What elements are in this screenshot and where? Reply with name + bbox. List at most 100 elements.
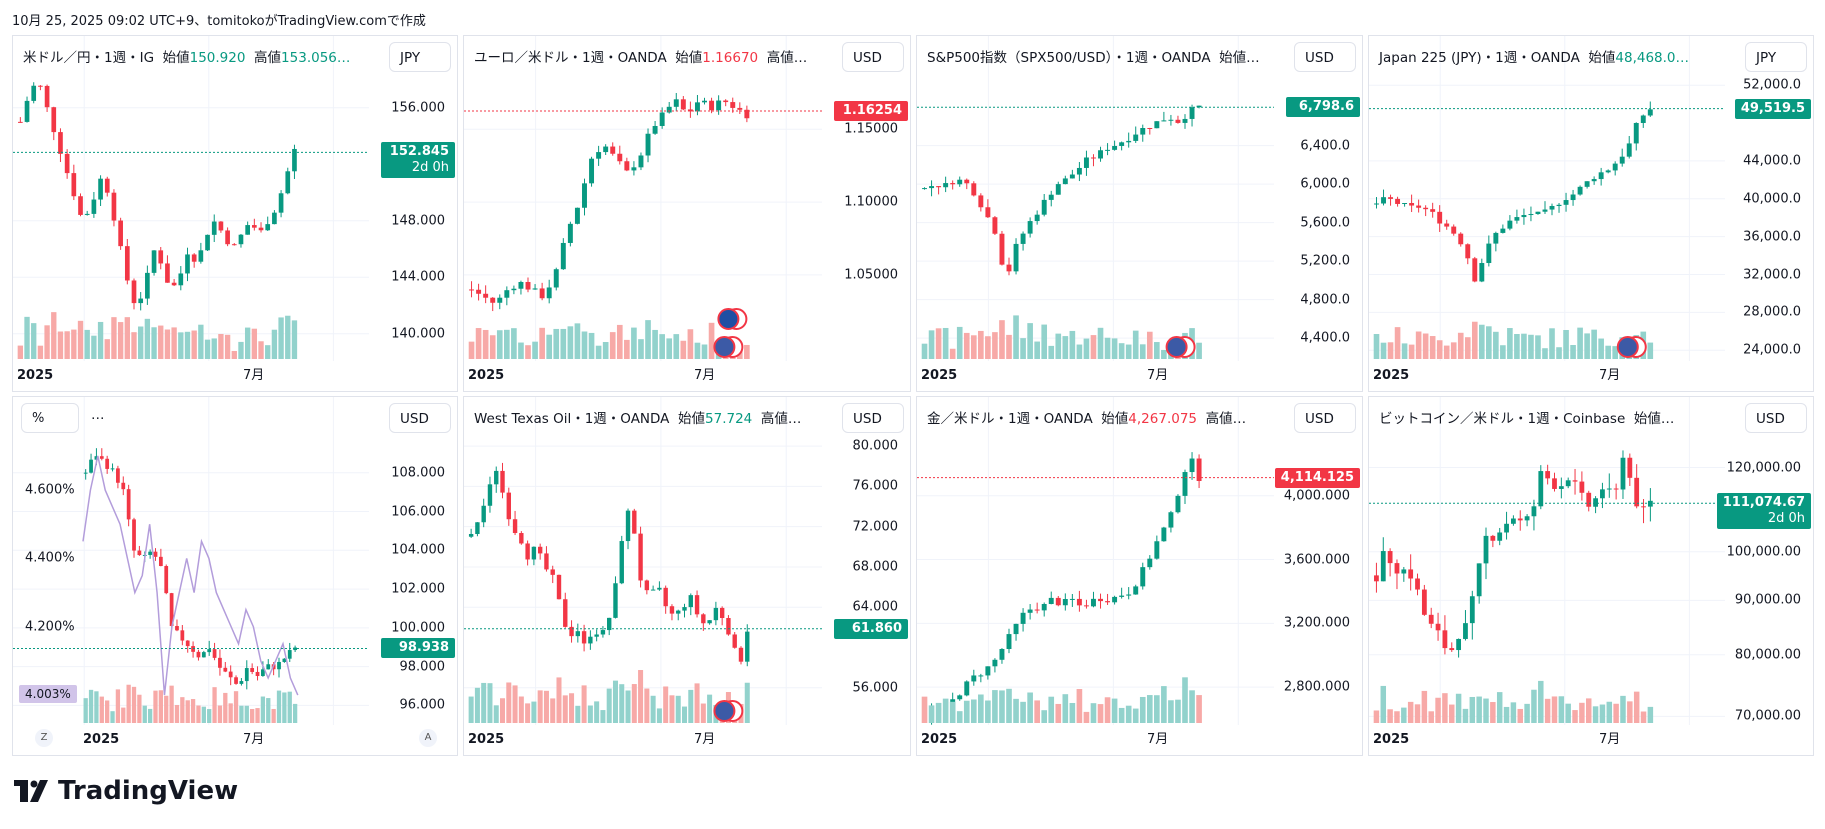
currency-button[interactable]: USD [842, 42, 904, 72]
price-axis-label: 1.10000 [844, 194, 898, 210]
chart-canvas[interactable] [917, 36, 1362, 391]
symbol-legend[interactable]: ユーロ／米ドル・1週・OANDA 始値1.16670 高値… [474, 46, 807, 66]
chart-canvas[interactable] [13, 397, 457, 755]
legend-text: 金／米ドル・1週・OANDA 始値 [927, 411, 1129, 427]
candle-body [594, 634, 599, 637]
last-price-value: 61.860 [851, 620, 902, 636]
volume-bar [1062, 694, 1069, 723]
time-axis-label: 2025 [468, 732, 505, 747]
volume-bar [1514, 334, 1520, 359]
volume-bar [278, 317, 284, 359]
candle-body [1182, 118, 1188, 123]
candle-body [525, 543, 530, 560]
symbol-legend[interactable]: 金／米ドル・1週・OANDA 始値4,267.075 高値… [927, 407, 1246, 427]
candle-body [1105, 601, 1111, 603]
volume-bar [1429, 336, 1436, 359]
volume-bar [569, 693, 575, 723]
volume-bar [1373, 710, 1380, 723]
volume-bar [949, 348, 956, 359]
chart-canvas[interactable] [464, 397, 910, 755]
candle-body [1524, 516, 1530, 521]
volume-bar [124, 317, 130, 359]
currency-button[interactable]: JPY [389, 42, 451, 72]
candle-body [922, 188, 927, 190]
candle-body [1552, 478, 1557, 489]
time-axis-label: 2025 [921, 732, 958, 747]
currency-button[interactable]: JPY [1745, 42, 1807, 72]
symbol-legend[interactable]: … [91, 407, 105, 423]
volume-bar [238, 341, 244, 359]
volume-bar [588, 332, 595, 359]
candle-body [518, 281, 524, 289]
chart-canvas[interactable] [464, 36, 910, 391]
candle-body [1600, 489, 1605, 499]
economic-event-icon[interactable] [713, 700, 744, 722]
candle-body [1613, 488, 1619, 490]
candle-body [1570, 194, 1576, 201]
candle-body [978, 195, 984, 208]
currency-button[interactable]: USD [842, 403, 904, 433]
currency-button[interactable]: USD [389, 403, 451, 433]
candle-body [650, 589, 656, 591]
economic-event-icon[interactable] [1165, 336, 1196, 358]
chart-panel[interactable]: 米ドル／円・1週・IG 始値150.920 高値153.056… JPY 156.0… [12, 35, 458, 392]
candle-body [1521, 215, 1527, 218]
currency-button[interactable]: USD [1294, 42, 1356, 72]
chart-panel[interactable]: Japan 225 (JPY)・1週・OANDA 始値48,468.0… JPY 5… [1368, 35, 1814, 392]
candle-body [1083, 605, 1089, 607]
currency-button[interactable]: USD [1745, 403, 1807, 433]
candle-body [1612, 163, 1618, 171]
symbol-legend[interactable]: West Texas Oil・1週・OANDA 始値57.724 高値… [474, 407, 801, 427]
chart-panel[interactable]: ユーロ／米ドル・1週・OANDA 始値1.16670 高値… USD 1.15000… [463, 35, 911, 392]
volume-bar [921, 343, 928, 359]
candle-body [1633, 122, 1639, 144]
candle-body [680, 99, 686, 110]
volume-bar [543, 690, 549, 723]
chart-canvas[interactable] [917, 397, 1362, 755]
symbol-legend[interactable]: ビットコイン／米ドル・1週・Coinbase 始値… [1379, 407, 1674, 427]
volume-bar [260, 696, 266, 723]
symbol-legend[interactable]: 米ドル／円・1週・IG 始値150.920 高値153.056… [23, 46, 350, 66]
volume-bar [606, 688, 612, 723]
volume-bar [680, 340, 687, 359]
economic-event-icon[interactable] [717, 308, 748, 330]
chart-panel[interactable]: 4.600% 4.400% 4.200% 4.003% Z A% … USD 108.000 10… [12, 396, 458, 756]
volume-bar [694, 342, 701, 359]
chart-panel[interactable]: 金／米ドル・1週・OANDA 始値4,267.075 高値… USD 4,000.0… [916, 396, 1363, 756]
volume-bar [1069, 330, 1076, 359]
candle-body [638, 533, 643, 581]
symbol-legend[interactable]: Japan 225 (JPY)・1週・OANDA 始値48,468.0… [1379, 46, 1689, 66]
chart-panel[interactable]: ビットコイン／米ドル・1週・Coinbase 始値… USD 120,000.00 1… [1368, 396, 1814, 756]
scale-button[interactable]: Z [35, 729, 53, 747]
economic-event-icon[interactable] [1616, 336, 1647, 358]
currency-button[interactable]: USD [1294, 403, 1356, 433]
price-axis-label: 108.000 [391, 465, 445, 481]
candle-body [1565, 480, 1571, 487]
chart-panel[interactable]: S&P500指数（SPX500/USD）・1週・OANDA 始値… USD 6,40… [916, 35, 1363, 392]
candle-body [669, 606, 675, 614]
symbol-legend[interactable]: S&P500指数（SPX500/USD）・1週・OANDA 始値… [927, 46, 1260, 66]
volume-bar [562, 695, 568, 723]
scale-button[interactable]: A [419, 729, 437, 747]
tradingview-logo[interactable]: TradingView [14, 776, 238, 806]
candle-body [1154, 121, 1160, 129]
tradingview-logo-text: TradingView [58, 776, 239, 806]
price-axis-label: 80,000.00 [1734, 647, 1801, 663]
volume-bar [1168, 700, 1174, 723]
chart-panel[interactable]: West Texas Oil・1週・OANDA 始値57.724 高値… USD 8… [463, 396, 911, 756]
chart-canvas[interactable] [13, 36, 457, 391]
candle-body [1465, 244, 1471, 259]
last-price-value: 152.845 [389, 144, 449, 160]
candle-body [469, 289, 475, 291]
candle-body [1395, 198, 1401, 204]
percent-scale-button[interactable]: % [21, 403, 79, 433]
legend-text: 153.056… [281, 50, 351, 66]
volume-bar [212, 687, 217, 723]
candle-body [610, 146, 616, 154]
candle-body [44, 85, 50, 108]
chart-canvas[interactable] [1369, 36, 1813, 391]
economic-event-icon[interactable] [713, 336, 744, 358]
volume-bar [1118, 707, 1125, 723]
chart-canvas[interactable] [1369, 397, 1813, 755]
time-axis-label: 7月 [1147, 732, 1169, 747]
